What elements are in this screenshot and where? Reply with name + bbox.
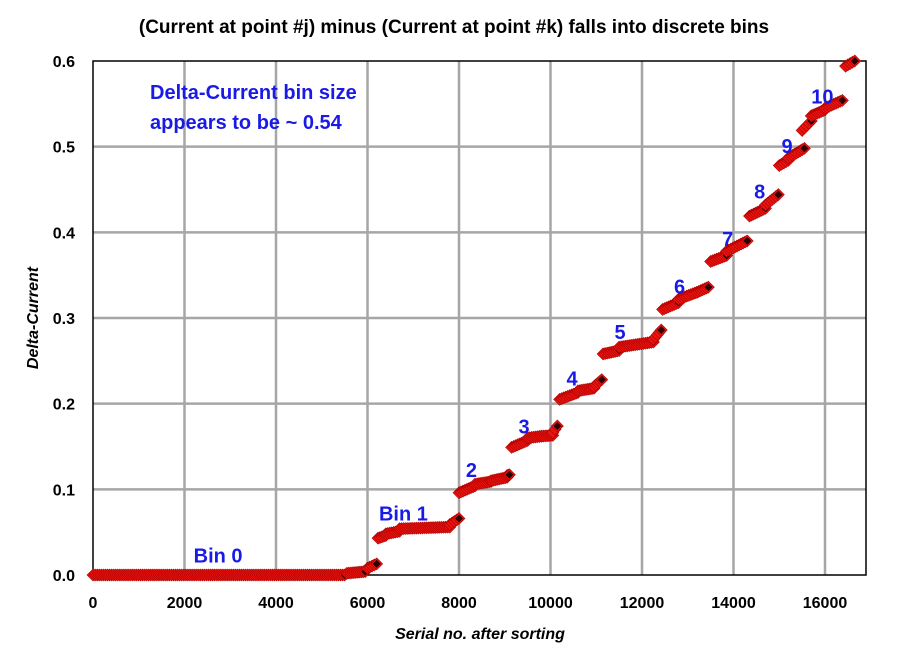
bin-label: 2	[466, 460, 477, 482]
x-tick-label: 2000	[167, 595, 203, 612]
x-tick-label: 8000	[441, 595, 477, 612]
y-tick-label: 0.2	[53, 397, 75, 414]
x-tick-label: 4000	[258, 595, 294, 612]
grid	[93, 61, 866, 575]
data-point-dark	[850, 57, 859, 65]
y-tick-labels: 0.0 0.1 0.2 0.3 0.4 0.5 0.6	[53, 54, 75, 585]
y-tick-label: 0.4	[53, 225, 75, 242]
chart-title: (Current at point #j) minus (Current at …	[139, 17, 769, 38]
x-tick-label: 6000	[350, 595, 386, 612]
bin-label: Bin 0	[194, 546, 243, 568]
data-point-dark	[838, 96, 847, 105]
bin-label: 3	[518, 416, 529, 438]
data-point-dark	[743, 236, 752, 245]
x-tick-labels: 0 2000 4000 6000 8000 10000 12000 14000 16000	[89, 595, 848, 612]
bin-annotations: Bin 0 Bin 1 2 3 4 5 6 7 8 9 10	[194, 87, 834, 568]
bin-label: Bin 1	[379, 504, 428, 526]
data-point-dark	[774, 190, 783, 199]
bin-label: 9	[782, 136, 793, 158]
y-tick-label: 0.1	[53, 482, 75, 499]
x-tick-label: 12000	[620, 595, 665, 612]
x-tick-label: 16000	[803, 595, 848, 612]
y-tick-label: 0.3	[53, 311, 75, 328]
y-tick-label: 0.6	[53, 54, 75, 71]
y-tick-label: 0.0	[53, 568, 75, 585]
x-tick-label: 0	[89, 595, 98, 612]
plot-frame	[92, 60, 867, 576]
y-axis-title: Delta-Current	[25, 266, 42, 369]
bin-label: 8	[754, 182, 765, 204]
data-point-dark	[372, 559, 381, 568]
data-point-dark	[553, 421, 562, 430]
data-point-dark	[455, 514, 463, 523]
data-point-dark	[704, 283, 713, 292]
data-point-dark	[657, 325, 666, 334]
x-tick-label: 10000	[528, 595, 573, 612]
data-point-dark	[505, 470, 514, 479]
bin-label: 5	[615, 322, 626, 344]
y-tick-label: 0.5	[53, 140, 75, 157]
bin-label: 4	[567, 368, 579, 390]
x-tick-label: 14000	[711, 595, 756, 612]
note-line-1: Delta-Current bin size	[150, 82, 357, 104]
data-point-dark	[800, 144, 809, 153]
data-point-dark	[597, 375, 606, 384]
bin-label: 10	[811, 87, 833, 109]
bin-label: 7	[722, 229, 733, 251]
x-axis-title: Serial no. after sorting	[395, 626, 565, 643]
bin-label: 6	[674, 277, 685, 299]
data-points	[86, 54, 862, 582]
note-line-2: appears to be ~ 0.54	[150, 112, 343, 134]
